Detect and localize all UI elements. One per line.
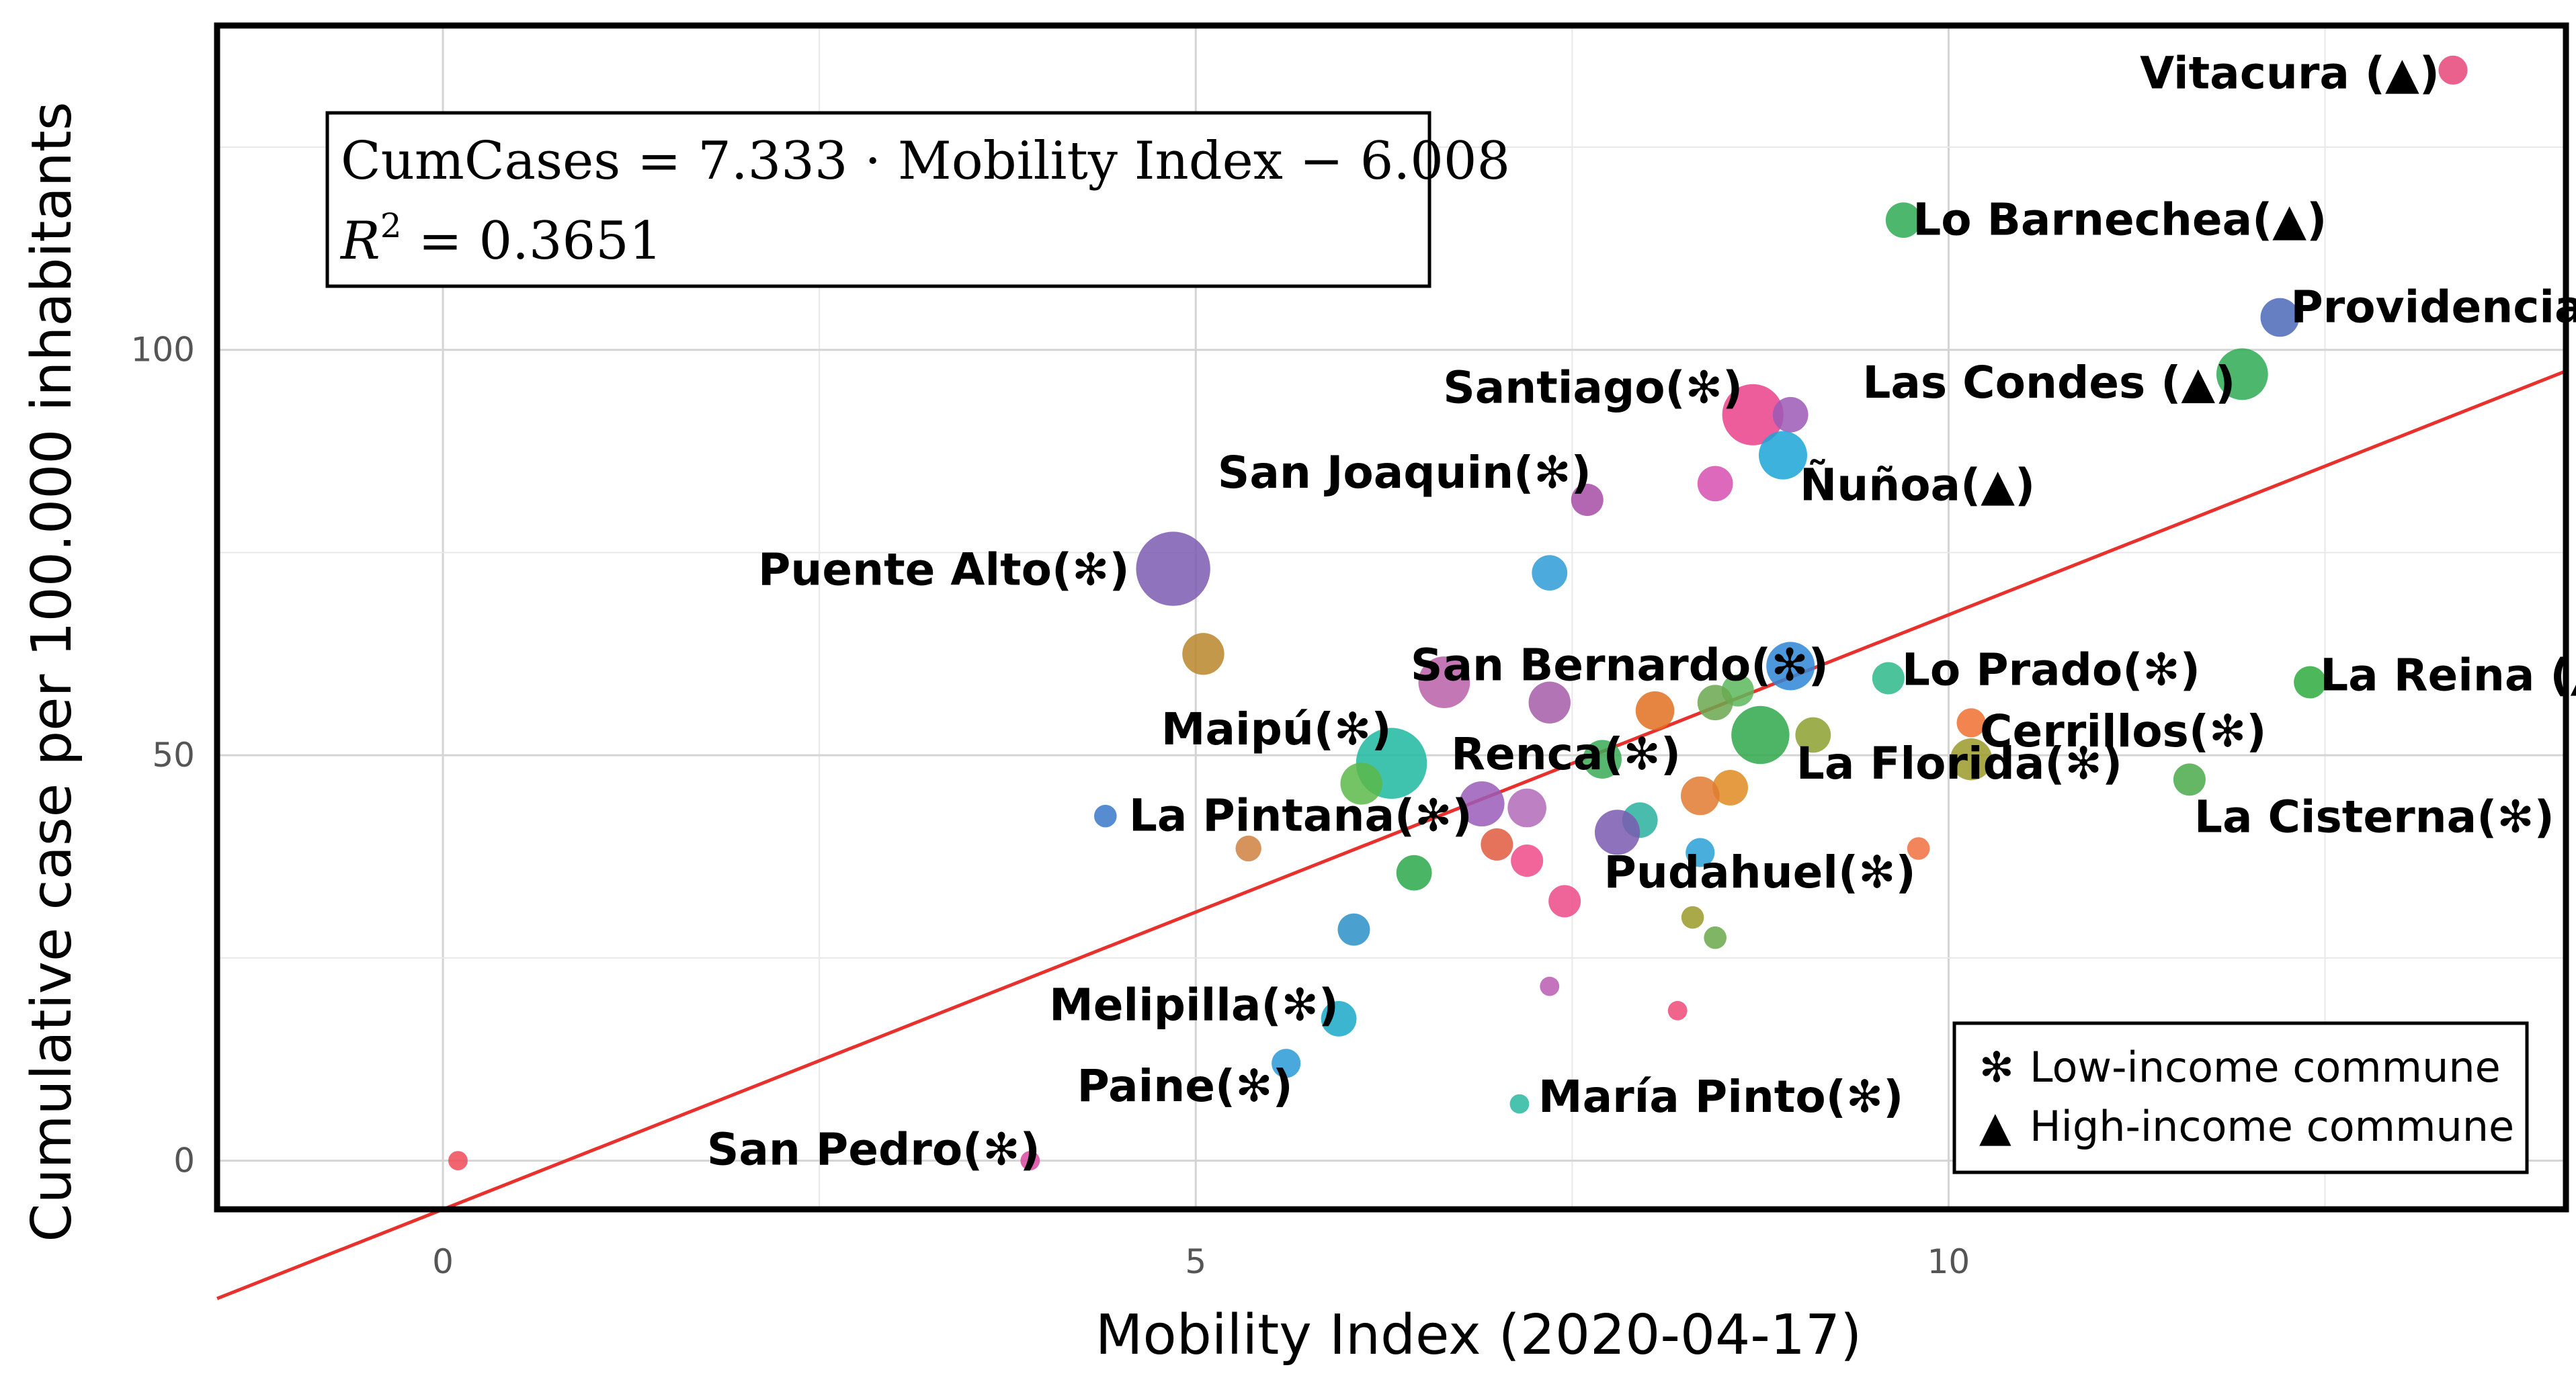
- data-point: [1396, 855, 1432, 891]
- point-label: Santiago(✻): [1443, 361, 1743, 413]
- data-point: [1712, 770, 1748, 806]
- data-point: [1680, 776, 1720, 816]
- point-label: Ñuñoa(▲): [1800, 460, 2035, 511]
- data-point: [1272, 1049, 1301, 1078]
- x-tick-label: 5: [1185, 1242, 1206, 1281]
- point-label: Lo Prado(✻): [1902, 644, 2200, 696]
- point-label: Cerrillos(✻): [1980, 705, 2266, 757]
- data-point: [1872, 662, 1905, 695]
- legend-symbol-high-income: ▲: [1979, 1102, 2011, 1151]
- legend-label-high-income: High-income commune: [2030, 1102, 2514, 1151]
- data-point: [1885, 202, 1921, 239]
- data-point: [2260, 298, 2300, 337]
- x-axis-title: Mobility Index (2020-04-17): [1095, 1303, 1862, 1367]
- data-point: [1321, 1000, 1357, 1037]
- regression-line-group: [216, 369, 2567, 1301]
- point-label: Renca(✻): [1451, 728, 1681, 780]
- point-label: Puente Alto(✻): [758, 544, 1130, 596]
- data-point: [2216, 348, 2268, 400]
- point-label: La Reina (▲): [2320, 650, 2576, 701]
- point-label: La Pintana(✻): [1129, 790, 1472, 842]
- point-label: Providencia(▲): [2290, 281, 2576, 333]
- data-point: [1136, 531, 1210, 606]
- plot-frame: [214, 22, 2569, 1213]
- data-point: [1956, 708, 1986, 738]
- data-point: [1459, 781, 1505, 827]
- regression-line: [216, 369, 2567, 1301]
- point-labels: Vitacura (▲) Lo Barnechea(▲) Providencia(▲…: [707, 47, 2576, 1175]
- y-tick-label: 100: [131, 331, 195, 370]
- data-point: [1540, 976, 1560, 996]
- data-point: [1583, 740, 1622, 779]
- data-point: [1182, 633, 1224, 675]
- data-point: [1766, 642, 1815, 691]
- r2-superscript: 2: [380, 206, 402, 245]
- data-point: [1950, 738, 1993, 781]
- r2-value: = 0.3651: [402, 211, 663, 271]
- point-label: Pudahuel(✻): [1604, 847, 1916, 898]
- legend-label-low-income: Low-income commune: [2030, 1043, 2501, 1092]
- equation-box: CumCases = 7.333 · Mobility Index − 6.00…: [325, 111, 1510, 288]
- y-tick-label: 0: [173, 1141, 195, 1180]
- data-point: [1507, 788, 1546, 828]
- data-point: [1722, 384, 1784, 445]
- data-point: [1020, 1151, 1040, 1170]
- data-point: [2173, 763, 2206, 796]
- point-label: María Pinto(✻): [1538, 1071, 1903, 1123]
- point-label: Melipilla(✻): [1049, 979, 1339, 1031]
- data-point: [1532, 555, 1568, 591]
- legend-symbol-low-income: ✻: [1979, 1043, 2014, 1092]
- x-tick-label: 0: [432, 1242, 454, 1281]
- point-label: Paine(✻): [1077, 1060, 1293, 1112]
- data-point: [1340, 763, 1382, 805]
- data-point: [2294, 666, 2327, 699]
- data-point: [1571, 484, 1604, 517]
- data-point: [1418, 656, 1470, 708]
- data-point: [1337, 913, 1370, 946]
- point-label: La Florida(✻): [1796, 738, 2122, 789]
- y-axis-title: Cumulative case per 100.000 inhabitants: [20, 101, 84, 1242]
- data-point: [1907, 837, 1930, 860]
- data-point: [448, 1151, 468, 1170]
- data-point: [1772, 396, 1809, 433]
- point-label: La Cisterna(✻): [2194, 791, 2554, 842]
- point-label: Las Condes (▲): [1862, 357, 2235, 408]
- equation-text: CumCases = 7.333 · Mobility Index − 6.00…: [341, 131, 1510, 191]
- r2-symbol: R: [339, 211, 380, 271]
- point-label: Vitacura (▲): [2140, 47, 2440, 99]
- data-point: [1635, 691, 1675, 730]
- data-point: [1594, 810, 1640, 855]
- data-point: [1667, 1000, 1688, 1021]
- point-label: San Bernardo(✻): [1411, 640, 1829, 691]
- point-label: San Joaquin(✻): [1218, 447, 1591, 499]
- point-label: San Pedro(✻): [707, 1124, 1040, 1176]
- data-point: [1481, 828, 1513, 861]
- data-point: [1704, 926, 1727, 949]
- point-label: Lo Barnechea(▲): [1913, 194, 2327, 246]
- r2-text: R2 = 0.3651: [339, 206, 662, 271]
- x-tick-label: 10: [1927, 1242, 1970, 1281]
- data-point: [1681, 906, 1704, 929]
- point-label: Maipú(✻): [1161, 703, 1392, 755]
- data-point: [1235, 835, 1261, 862]
- data-point: [1697, 466, 1733, 502]
- data-point: [2438, 55, 2468, 85]
- data-point: [1094, 804, 1117, 828]
- data-point: [1697, 685, 1733, 721]
- data-point: [1509, 1094, 1530, 1114]
- data-point: [1686, 838, 1715, 867]
- data-point: [1548, 885, 1581, 918]
- data-point: [1759, 431, 1807, 480]
- data-point: [1731, 705, 1790, 765]
- equation-box-frame: [325, 111, 1431, 288]
- legend-frame: [1952, 1021, 2529, 1174]
- y-tick-label: 50: [152, 736, 195, 775]
- data-points: [448, 55, 2468, 1170]
- legend: ✻ Low-income commune ▲ High-income commu…: [1952, 1021, 2529, 1174]
- data-point: [1511, 844, 1544, 877]
- data-point: [1795, 717, 1831, 753]
- data-point: [1528, 681, 1571, 724]
